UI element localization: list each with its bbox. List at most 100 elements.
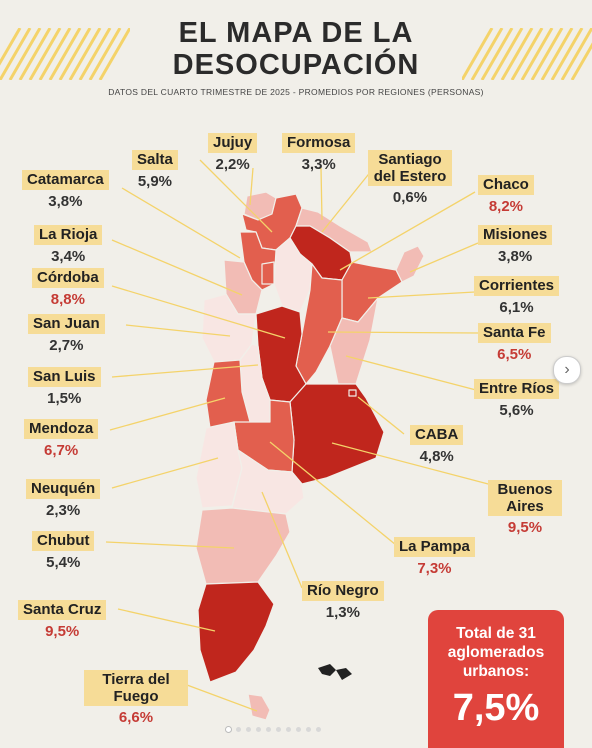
label-caba: CABA 4,8% [410,425,464,466]
label-misiones: Misiones 3,8% [478,225,553,266]
region-value: 5,6% [499,402,534,419]
label-san-luis: San Luis 1,5% [28,367,101,408]
region-name: Jujuy [208,133,258,153]
region-name: Salta [132,150,178,170]
page-dot[interactable] [226,727,231,732]
label-buenos-aires: Buenos Aires 9,5% [488,480,562,537]
region-value: 3,3% [301,156,336,173]
page-dot[interactable] [306,727,311,732]
region-name: Tierra del Fuego [84,670,188,706]
region-name: Córdoba [32,268,104,288]
label-salta: Salta 5,9% [132,150,178,191]
label-mendoza: Mendoza 6,7% [24,419,99,460]
region-value: 1,5% [47,390,82,407]
total-summary-box: Total de 31 aglomerados urbanos: 7,5% [428,610,564,748]
region-value: 3,4% [51,248,86,265]
region-name: Entre Ríos [474,379,560,399]
label-santa-cruz: Santa Cruz 9,5% [18,600,107,641]
label-rio-negro: Río Negro 1,3% [302,581,384,622]
subtitle: DATOS DEL CUARTO TRIMESTRE DE 2025 - PRO… [108,87,484,97]
chevron-right-icon[interactable]: › [553,356,581,384]
region-tierra-del-fuego [247,693,271,721]
region-name: Formosa [282,133,356,153]
region-value: 5,4% [46,554,81,571]
page-dot[interactable] [256,727,261,732]
label-chaco: Chaco 8,2% [478,175,534,216]
label-catamarca: Catamarca 3,8% [22,170,109,211]
region-name: Buenos Aires [488,480,562,516]
region-misiones [395,245,425,283]
region-name: Chaco [478,175,534,195]
label-jujuy: Jujuy 2,2% [208,133,258,174]
region-name: Santiago del Estero [368,150,452,186]
page-dot[interactable] [236,727,241,732]
region-name: Río Negro [302,581,384,601]
region-value: 6,5% [497,346,532,363]
region-name: La Rioja [34,225,103,245]
label-neuquen: Neuquén 2,3% [26,479,101,520]
region-value: 5,9% [137,173,173,190]
leader-lines [105,159,493,712]
page-dot[interactable] [316,727,321,732]
region-rio-negro [231,449,305,515]
page-title: EL MAPA DE LA DESOCUPACIÓN [0,18,592,80]
title-line-2: DESOCUPACIÓN [172,49,420,81]
region-name: Mendoza [24,419,99,439]
label-tierra-del-fuego: Tierra del Fuego 6,6% [84,670,188,727]
label-santa-fe: Santa Fe 6,5% [478,323,551,364]
total-label: Total de 31 aglomerados urbanos: [447,625,545,680]
label-entre-rios: Entre Ríos 5,6% [474,379,560,420]
region-name: Misiones [478,225,553,245]
label-santiago-del-estero: Santiago del Estero 0,6% [368,150,452,207]
region-name: CABA [410,425,464,445]
region-name: Corrientes [474,276,560,296]
page-dot[interactable] [296,727,301,732]
region-value: 9,5% [507,519,543,536]
region-value: 0,6% [392,189,428,206]
title-line-1: EL MAPA DE LA [178,17,414,49]
region-value: 3,8% [497,248,533,265]
region-value: 2,7% [49,337,84,354]
region-tucuman [261,261,275,285]
region-value: 8,2% [488,198,524,215]
page-dot[interactable] [246,727,251,732]
label-formosa: Formosa 3,3% [282,133,356,174]
region-value: 3,8% [48,193,83,210]
label-chubut: Chubut 5,4% [32,531,95,572]
label-cordoba: Córdoba 8,8% [32,268,104,309]
label-la-rioja: La Rioja 3,4% [34,225,103,266]
page-dot[interactable] [276,727,281,732]
region-value: 6,6% [118,709,154,726]
carousel-pagination[interactable] [226,719,326,732]
region-value: 4,8% [419,448,454,465]
region-caba [348,389,357,397]
total-value: 7,5% [452,687,540,729]
decorative-stripes-left [0,28,130,80]
region-value: 7,3% [417,560,452,577]
region-santa-cruz [197,581,275,683]
page-dot[interactable] [266,727,271,732]
region-name: Santa Cruz [18,600,107,620]
label-corrientes: Corrientes 6,1% [474,276,560,317]
region-name: Neuquén [26,479,101,499]
region-entre-rios [329,297,379,385]
region-value: 6,7% [43,442,79,459]
region-name: Catamarca [22,170,109,190]
page-dot[interactable] [286,727,291,732]
region-value: 9,5% [45,623,80,640]
region-value: 2,2% [215,156,250,173]
label-la-pampa: La Pampa 7,3% [394,537,475,578]
decorative-stripes-right [462,28,592,80]
region-value: 2,3% [45,502,81,519]
region-name: San Juan [28,314,105,334]
label-san-juan: San Juan 2,7% [28,314,105,355]
region-name: La Pampa [394,537,475,557]
region-name: Santa Fe [478,323,551,343]
region-buenos-aires [289,383,385,485]
region-value: 1,3% [325,604,360,621]
region-malvinas [318,664,352,680]
region-name: Chubut [32,531,95,551]
region-santa-fe [295,263,343,385]
region-value: 6,1% [499,299,534,316]
